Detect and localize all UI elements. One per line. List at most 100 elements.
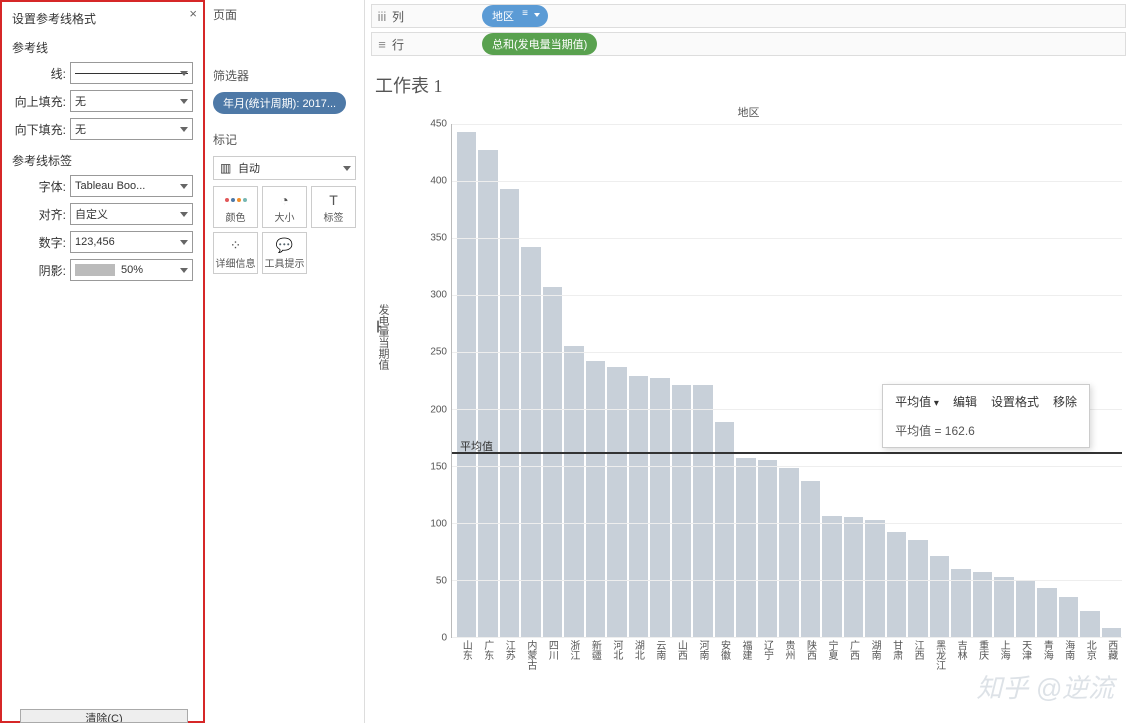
x-category-label: 吉林 [950,640,972,684]
sheet-title: 工作表 1 [375,72,1122,98]
marks-type-select[interactable]: 自动 [213,156,356,180]
bar[interactable] [822,516,841,637]
bar[interactable] [930,556,949,637]
y-tick: 100 [430,518,447,529]
bar[interactable] [629,376,648,637]
reference-line-tooltip: 平均值 编辑 设置格式 移除 平均值 = 162.6 [882,384,1090,448]
bar[interactable] [887,532,906,637]
x-category-label: 甘肃 [885,640,907,684]
bar[interactable] [801,481,820,637]
marks-label-button[interactable]: T标签 [311,186,356,228]
bar[interactable] [951,569,970,637]
x-category-label: 陕西 [799,640,821,684]
bar[interactable] [672,385,691,637]
x-category-label: 河北 [606,640,628,684]
x-category-label: 福建 [735,640,757,684]
bar[interactable] [478,150,497,637]
tooltip-avg-dropdown[interactable]: 平均值 [895,393,939,410]
bar[interactable] [521,247,540,637]
columns-pill[interactable]: 地区≡ [482,5,548,27]
marks-size-button[interactable]: ◔大小 [262,186,307,228]
reference-line-label: 平均值 [460,438,493,454]
chart-header-title: 地区 [375,104,1122,120]
tooltip-format-link[interactable]: 设置格式 [991,393,1039,410]
marks-color-button[interactable]: 颜色 [213,186,258,228]
columns-icon: iii [372,9,392,24]
x-category-label: 广西 [842,640,864,684]
tooltip-edit-link[interactable]: 编辑 [953,393,977,410]
watermark: 知乎 @逆流 [976,668,1114,705]
x-category-label: 江西 [907,640,929,684]
x-category-label: 湖北 [627,640,649,684]
y-tick: 250 [430,347,447,358]
detail-icon: ⁘ [230,237,242,255]
line-style-select[interactable] [70,62,193,84]
filter-pill[interactable]: 年月(统计周期): 2017... [213,92,346,114]
x-category-label: 新疆 [584,640,606,684]
columns-label: 列 [392,8,482,25]
shading-select[interactable]: 50% [70,259,193,281]
label-icon: T [329,191,338,209]
x-category-label: 湖南 [864,640,886,684]
x-category-label: 河南 [692,640,714,684]
y-tick: 150 [430,461,447,472]
reference-line[interactable] [452,452,1122,454]
section-reference-label: 参考线标签 [12,152,193,169]
bar[interactable] [736,458,755,637]
x-category-label: 山西 [670,640,692,684]
bar[interactable] [457,132,476,637]
bar[interactable] [500,189,519,637]
clear-button[interactable]: 清除(C) [20,709,188,723]
size-icon: ◔ [280,191,288,209]
close-icon[interactable]: × [189,6,197,21]
bar[interactable] [1016,580,1035,637]
y-tick: 50 [436,575,447,586]
y-tick: 450 [430,119,447,130]
bar[interactable] [693,385,712,637]
bar[interactable] [650,378,669,637]
x-category-label: 宁夏 [821,640,843,684]
rows-shelf[interactable]: ≡ 行 总和(发电量当期值) [371,32,1126,56]
y-tick: 350 [430,233,447,244]
columns-shelf[interactable]: iii 列 地区≡ [371,4,1126,28]
y-tick: 400 [430,176,447,187]
y-tick: 0 [441,633,447,644]
bar[interactable] [1037,588,1056,637]
bar[interactable] [715,422,734,637]
rows-icon: ≡ [372,37,392,52]
sort-icon: ≡ [522,8,528,19]
x-category-label: 江苏 [498,640,520,684]
fill-above-select[interactable]: 无 [70,90,193,112]
marks-tooltip-button[interactable]: 💬工具提示 [262,232,307,274]
bar[interactable] [1102,628,1121,637]
marks-detail-button[interactable]: ⁘详细信息 [213,232,258,274]
color-icon [224,191,248,209]
bar[interactable] [1059,597,1078,637]
fill-below-select[interactable]: 无 [70,118,193,140]
marks-shelf-title: 标记 [213,131,356,148]
bar[interactable] [543,287,562,637]
bar[interactable] [994,577,1013,637]
bar[interactable] [844,517,863,637]
x-category-label: 山东 [455,640,477,684]
bar[interactable] [758,460,777,637]
bar[interactable] [973,572,992,637]
bar[interactable] [779,468,798,637]
y-axis-label: 发电量当期值 [375,304,391,370]
bar[interactable] [865,520,884,637]
x-category-label: 贵州 [778,640,800,684]
bar[interactable] [607,367,626,637]
align-select[interactable]: 自定义 [70,203,193,225]
number-label: 数字: [12,234,70,251]
tooltip-value: 平均值 = 162.6 [895,422,1077,439]
font-select[interactable]: Tableau Boo... [70,175,193,197]
fill-below-label: 向下填充: [12,121,70,138]
number-format-select[interactable]: 123,456 [70,231,193,253]
rows-pill[interactable]: 总和(发电量当期值) [482,33,597,55]
bar[interactable] [564,346,583,637]
x-category-label: 广东 [477,640,499,684]
bar[interactable] [1080,611,1099,637]
tooltip-remove-link[interactable]: 移除 [1053,393,1077,410]
bar[interactable] [908,540,927,637]
bar[interactable] [586,361,605,637]
